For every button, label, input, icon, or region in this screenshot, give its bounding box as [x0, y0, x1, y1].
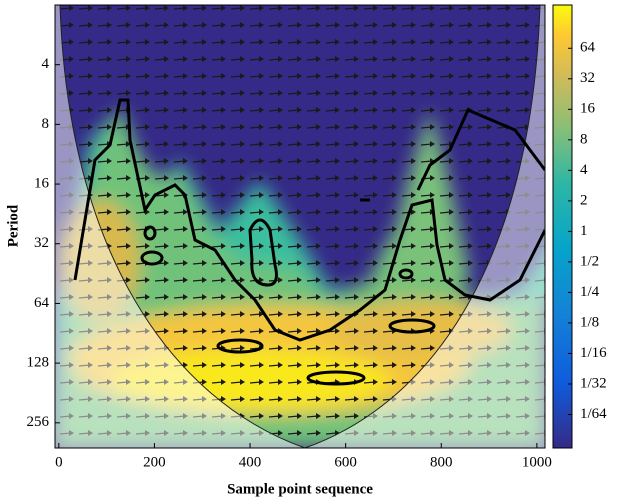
- x-tick-label: 400: [239, 454, 262, 470]
- y-tick-label: 4: [42, 56, 50, 72]
- colorbar-tick-label: 8: [580, 131, 588, 147]
- colorbar-tick-label: 1/64: [580, 406, 607, 422]
- colorbar-tick-label: 1/4: [580, 284, 600, 300]
- colorbar-tick-label: 1/2: [580, 253, 599, 269]
- colorbar-tick-label: 1/8: [580, 314, 599, 330]
- colorbar-tick-label: 1/32: [580, 375, 607, 391]
- contour-main: [73, 98, 545, 342]
- x-tick-label: 200: [143, 454, 166, 470]
- colorbar-tick-label: 32: [580, 70, 595, 86]
- cone-line: [59, 5, 541, 448]
- x-tick-label: 600: [334, 454, 357, 470]
- contours: [73, 98, 545, 386]
- x-tick-label: 0: [55, 454, 63, 470]
- colorbar-tick-label: 1/16: [580, 345, 607, 361]
- colorbar-tick-label: 4: [580, 162, 588, 178]
- cone-left: [55, 5, 305, 448]
- y-tick-label: 8: [42, 116, 50, 132]
- y-tick-label: 256: [27, 414, 50, 430]
- contour-ellipse: [398, 268, 414, 280]
- contour-ellipse: [216, 338, 264, 354]
- contour-ellipse: [143, 225, 157, 241]
- plot-frame: [54, 4, 546, 449]
- colorbar: [552, 4, 573, 449]
- contour-ellipse: [388, 318, 436, 334]
- y-tick-label: 64: [34, 295, 50, 311]
- field: [55, 5, 545, 448]
- x-tick-label: 800: [430, 454, 453, 470]
- colorbar-tick-label: 2: [580, 192, 588, 208]
- y-axis-label: Period: [5, 204, 21, 247]
- contour-ellipse: [140, 250, 164, 266]
- colorbar-tick-label: 1: [580, 223, 588, 239]
- colorbar-tick-label: 64: [580, 40, 596, 56]
- y-tick-label: 16: [34, 175, 50, 191]
- cone-right: [305, 5, 545, 448]
- x-tick-label: 1000: [522, 454, 552, 470]
- colorbar-tick-label: 16: [580, 101, 596, 117]
- y-tick-label: 32: [34, 235, 49, 251]
- x-axis-label: Sample point sequence: [227, 481, 373, 497]
- contour-ellipse: [306, 370, 366, 386]
- contour-center: [248, 218, 278, 287]
- y-tick-label: 128: [27, 355, 50, 371]
